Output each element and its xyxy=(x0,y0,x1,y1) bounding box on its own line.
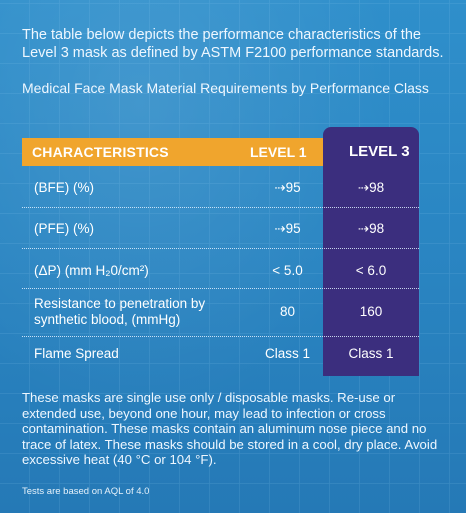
header-characteristics: CHARACTERISTICS xyxy=(32,144,169,160)
level3-column-highlight xyxy=(323,127,419,376)
row-label: Flame Spread xyxy=(34,346,119,361)
header-level1: LEVEL 1 xyxy=(250,144,307,160)
row-level3-value: < 6.0 xyxy=(355,263,387,278)
intro-text: The table below depicts the performance … xyxy=(22,27,444,61)
row-divider xyxy=(22,248,419,249)
usage-notice: These masks are single use only / dispos… xyxy=(22,390,438,467)
row-label: (PFE) (%) xyxy=(34,221,94,236)
row-level1-value: < 5.0 xyxy=(272,263,303,278)
row-level3-value: Class 1 xyxy=(348,346,394,361)
table-header-bar xyxy=(22,138,323,166)
row-level3-value: ⇢98 xyxy=(357,221,385,236)
table-title: Medical Face Mask Material Requirements … xyxy=(22,80,429,96)
row-label: (ΔP) (mm H₂0/cm²) xyxy=(34,263,149,278)
row-level1-value: 80 xyxy=(279,304,296,319)
row-divider xyxy=(22,207,419,208)
row-level1-value: ⇢95 xyxy=(274,180,301,195)
row-divider xyxy=(22,336,419,337)
row-level3-value: ⇢98 xyxy=(357,180,385,195)
row-level1-value: ⇢95 xyxy=(274,221,301,236)
row-divider xyxy=(22,288,419,289)
row-label: (BFE) (%) xyxy=(34,180,94,195)
header-level3: LEVEL 3 xyxy=(349,143,410,160)
row-level3-value: 160 xyxy=(359,304,383,319)
row-label: Resistance to penetration by synthetic b… xyxy=(34,296,206,327)
test-note: Tests are based on AQL of 4.0 xyxy=(22,486,150,497)
row-level1-value: Class 1 xyxy=(264,346,310,361)
